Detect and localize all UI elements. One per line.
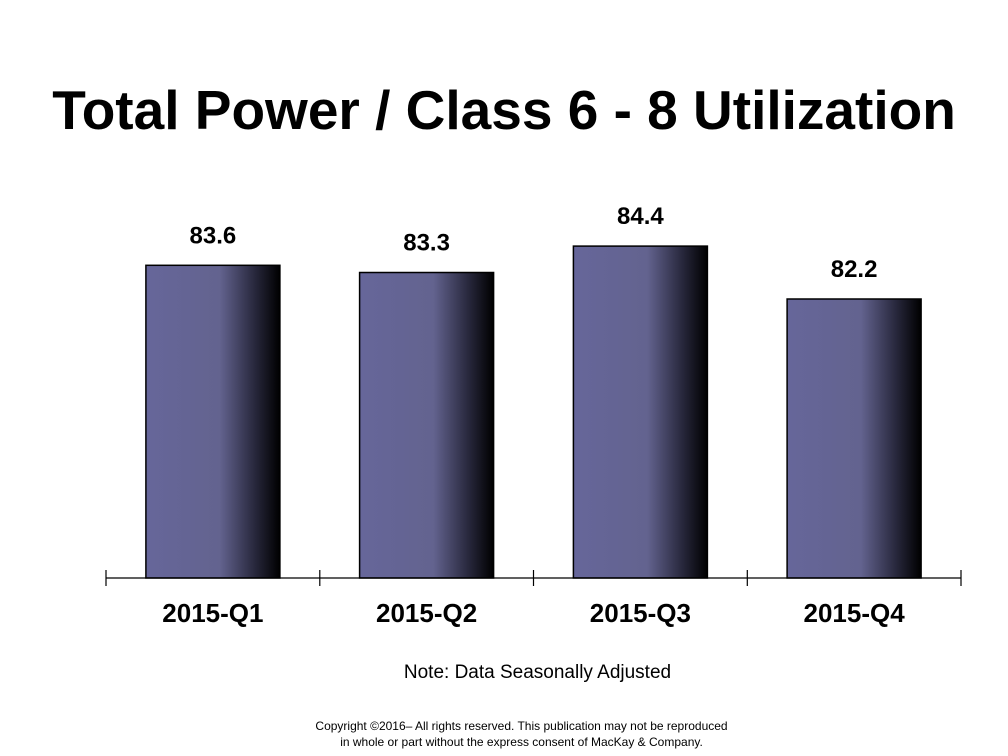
copyright-line-2: in whole or part without the express con…	[340, 735, 703, 749]
x-tick-label: 2015-Q2	[376, 598, 477, 628]
x-axis	[105, 570, 962, 586]
copyright-line-1: Copyright ©2016– All rights reserved. Th…	[315, 719, 728, 733]
x-tick-label: 2015-Q3	[590, 598, 691, 628]
bar-2015-q1	[145, 264, 281, 579]
data-label-2015-q3: 84.4	[617, 203, 664, 230]
data-label-2015-q2: 83.3	[403, 230, 450, 257]
data-label-2015-q1: 83.6	[190, 222, 237, 249]
chart-title: Total Power / Class 6 - 8 Utilization	[52, 79, 956, 141]
footnote: Note: Data Seasonally Adjusted	[403, 662, 672, 683]
x-tick-label: 2015-Q1	[162, 598, 263, 628]
copyright-notice: Copyright ©2016– All rights reserved. Th…	[0, 718, 1008, 750]
bars-group	[145, 245, 922, 579]
bar-2015-q2	[358, 271, 495, 579]
x-tick-label: 2015-Q4	[804, 598, 906, 628]
bar-2015-q4	[786, 298, 922, 579]
labels-group: 83.6 2015-Q1 83.3 2015-Q2 84.4 2015-Q3 82.2 201…	[162, 203, 905, 628]
bar-2015-q3	[572, 245, 709, 579]
data-label-2015-q4: 82.2	[831, 256, 878, 283]
